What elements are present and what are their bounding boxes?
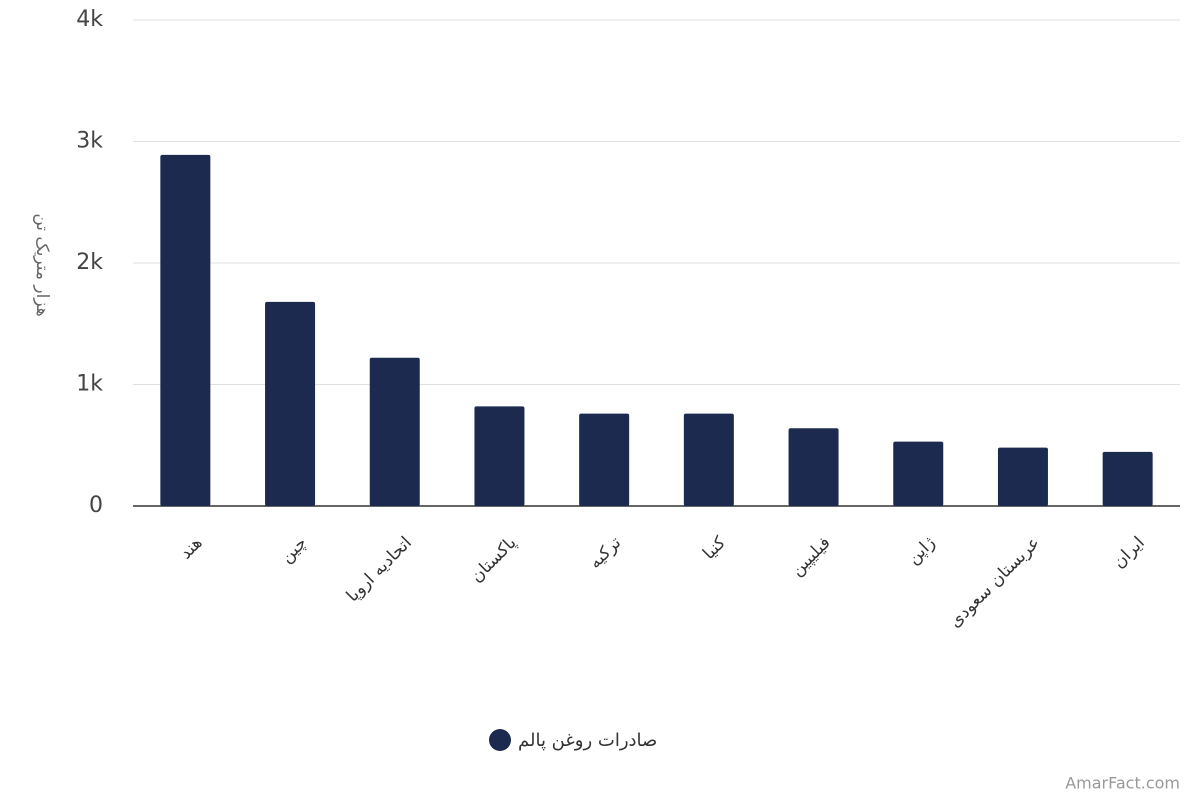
x-tick-label: ژاپن — [904, 533, 940, 569]
x-tick-label: ترکیه — [585, 533, 625, 573]
bar — [579, 413, 630, 506]
y-tick-label: 2k — [76, 250, 103, 275]
x-tick-label: کنیا — [699, 532, 730, 563]
y-tick-label: 3k — [76, 129, 103, 154]
y-tick-label: 1k — [76, 372, 103, 397]
x-tick-label: عربستان سعودی — [945, 533, 1044, 632]
x-tick-label: چین — [277, 533, 311, 567]
bar — [997, 447, 1048, 506]
bar — [893, 441, 944, 506]
y-axis-label: هزار متریک تن — [32, 213, 52, 316]
bar — [1102, 451, 1153, 506]
bar — [369, 357, 420, 506]
bar — [474, 406, 525, 506]
x-tick-label: هند — [176, 533, 206, 563]
y-tick-label: 0 — [89, 493, 103, 518]
y-tick-label: 4k — [76, 7, 103, 32]
watermark: AmarFact.com — [1065, 774, 1180, 793]
x-tick-label: فیلیپین — [787, 533, 835, 581]
bar — [265, 301, 316, 506]
x-tick-label: پاکستان — [467, 533, 521, 587]
legend-label[interactable]: صادرات روغن پالم — [518, 730, 657, 751]
bar — [788, 428, 839, 506]
bar — [683, 413, 734, 506]
x-tick-label: ایران — [1109, 533, 1149, 573]
x-tick-label: اتحادیه اروپا — [343, 533, 416, 606]
legend-marker — [489, 729, 511, 751]
bar — [160, 154, 211, 507]
